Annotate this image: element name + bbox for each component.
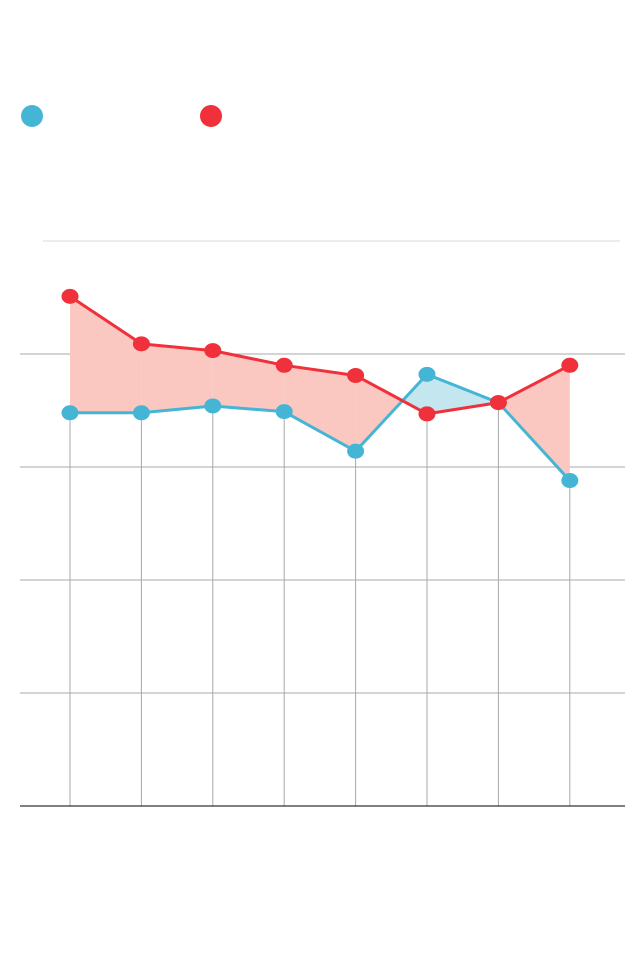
data-point [418,366,436,382]
legend-marker [21,105,43,127]
data-point [61,405,79,421]
data-point [275,357,293,373]
series-line [70,372,571,482]
data-point [347,443,365,459]
data-point [561,473,579,489]
data-point [204,398,222,414]
difference-area [212,350,285,412]
difference-area [355,375,403,452]
data-point [61,288,79,304]
difference-area [284,365,356,452]
data-point [275,404,293,420]
data-point [561,357,579,373]
data-point [132,405,150,421]
data-point [489,395,507,411]
data-point [132,336,150,352]
data-point [204,343,222,359]
legend-marker [200,105,222,127]
difference-area [141,343,213,413]
data-point [347,367,365,383]
data-point [418,406,436,422]
series-line [69,295,571,416]
difference-area [70,296,142,413]
